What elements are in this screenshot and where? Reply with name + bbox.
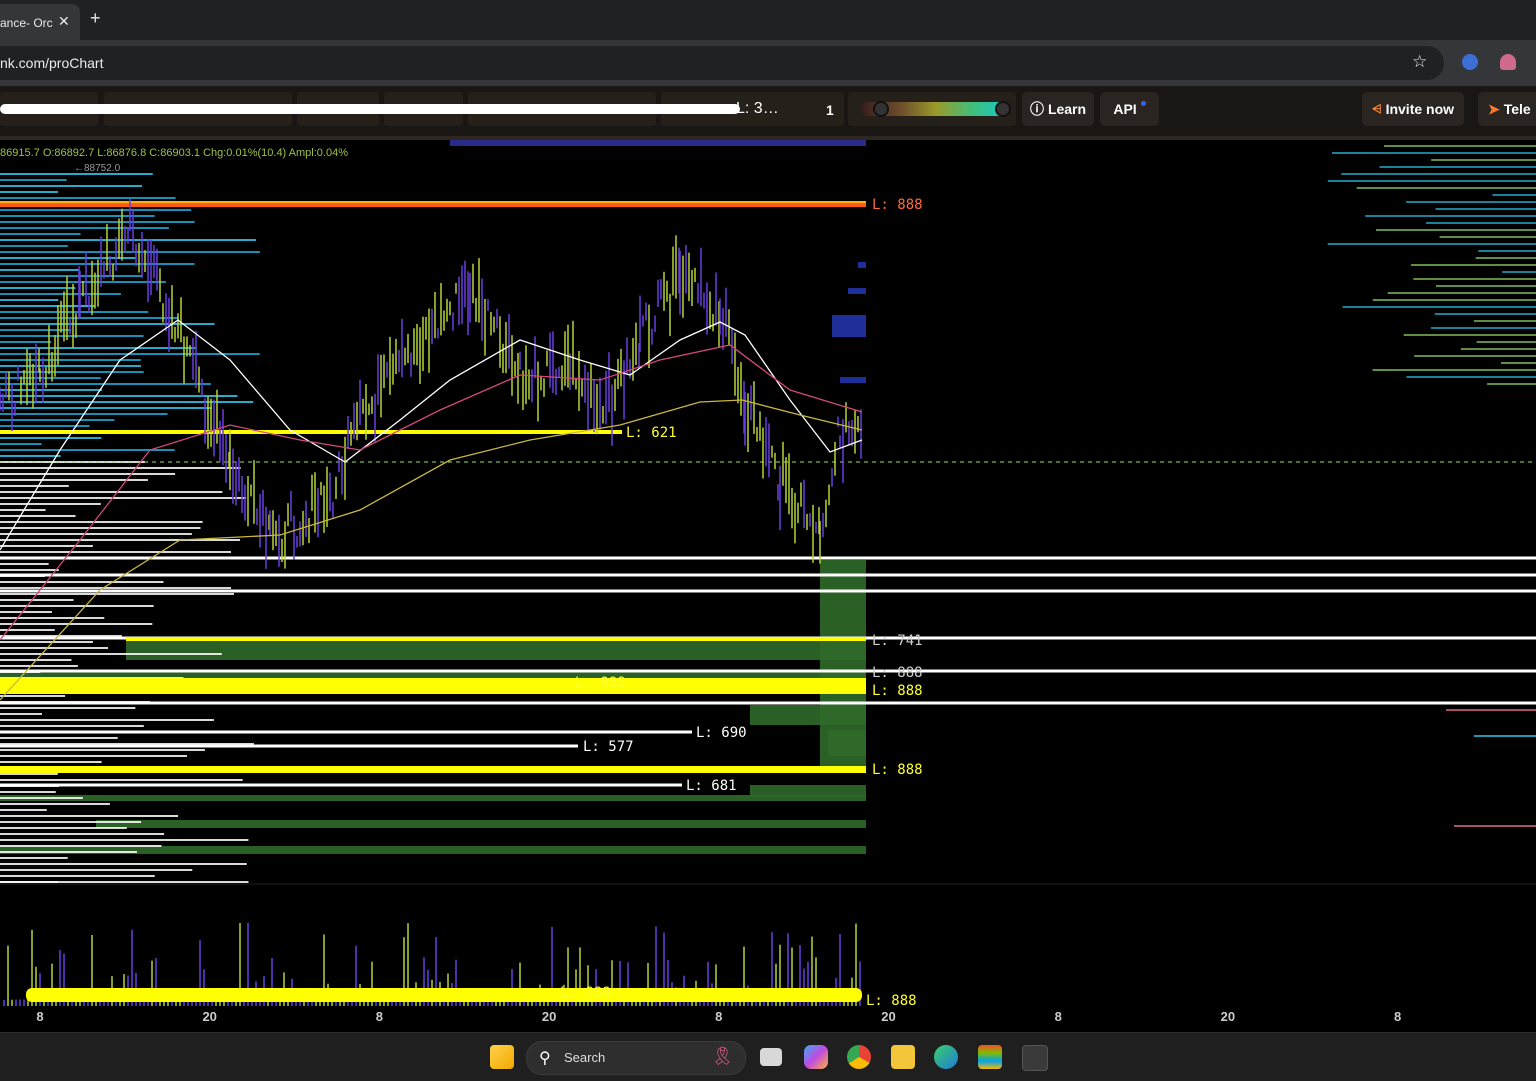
copilot-icon[interactable] <box>804 1045 828 1069</box>
chrome-icon[interactable] <box>847 1045 871 1069</box>
search-placeholder: Search <box>564 1050 606 1065</box>
pink-ribbon-icon: 🎗 <box>711 1046 734 1066</box>
omnibox[interactable]: nk.com/proChart ☆ <box>0 46 1444 80</box>
moving-averages <box>0 319 863 701</box>
x-axis-tick-label: 8 <box>715 1009 722 1024</box>
api-button[interactable]: API <box>1100 92 1159 126</box>
store-icon[interactable] <box>978 1045 1002 1069</box>
address-bar: nk.com/proChart ☆ <box>0 40 1536 86</box>
level-label: L: 888 <box>872 197 923 213</box>
volume-yellow-band <box>26 988 862 1002</box>
scrambled-level-label: L: 3… <box>736 100 779 117</box>
blue-order-block <box>848 288 866 294</box>
volume-profile-left <box>0 173 260 883</box>
ohlc-readout: 86915.7 O:86892.7 L:86876.8 C:86903.1 Ch… <box>0 147 348 159</box>
telegram-icon: ➤ <box>1488 100 1500 117</box>
x-axis-tick-label: 8 <box>376 1009 383 1024</box>
green-liquidity-zone <box>0 795 866 801</box>
opacity-slider[interactable] <box>862 101 1011 117</box>
low-marker-label: ←88752.0 <box>74 163 121 174</box>
price-chart[interactable]: L: 888 L: 621 L: 741 L: 888 L: 888 L: 888 L: 6… <box>0 140 1536 1032</box>
api-label: API <box>1113 101 1137 117</box>
yellow-level-band <box>0 766 866 773</box>
level-label: L: 888 <box>866 993 917 1009</box>
bookmark-star-icon[interactable]: ☆ <box>1412 52 1428 71</box>
url-text[interactable]: nk.com/proChart <box>0 55 104 71</box>
interval-value[interactable]: 1 <box>826 102 834 118</box>
x-axis-tick-label: 20 <box>1221 1009 1235 1024</box>
level-label: L: 888 <box>872 683 923 699</box>
x-axis-tick-label: 8 <box>36 1009 43 1024</box>
green-liquidity-zone <box>126 638 866 660</box>
vscode-icon[interactable] <box>1022 1045 1048 1071</box>
new-tab-button[interactable]: + <box>90 8 101 28</box>
level-label: L: 741 <box>872 633 923 649</box>
level-label: L: 681 <box>686 778 737 794</box>
level-label: L: 888 <box>872 762 923 778</box>
file-explorer-icon[interactable] <box>891 1045 915 1069</box>
candlesticks <box>0 199 862 569</box>
extension-fox-icon[interactable] <box>1462 54 1478 70</box>
active-tab[interactable]: ance- Orc ✕ <box>0 4 80 40</box>
notification-dot <box>1140 100 1146 106</box>
learn-label: Learn <box>1047 101 1087 117</box>
volume-bars <box>3 922 862 1006</box>
blue-order-block <box>858 262 866 268</box>
level-label: L: 888 <box>872 665 923 681</box>
yellow-level-band <box>0 678 866 694</box>
top-order-strip <box>450 140 866 146</box>
tab-title: ance- Orc <box>0 16 53 30</box>
search-icon: ⚲ <box>539 1050 551 1067</box>
level-label: L: 690 <box>696 725 747 741</box>
browser-tab-bar: ance- Orc ✕ + <box>0 0 1536 40</box>
level-label: L: 888 <box>560 985 611 1001</box>
help-circle-icon: ⓘ <box>1029 101 1044 117</box>
level-label: L: 577 <box>583 739 634 755</box>
share-icon: ⩤ <box>1371 101 1382 116</box>
ema-fast-line <box>0 319 863 551</box>
windows-taskbar: ⚲ Search 🎗 <box>0 1032 1536 1081</box>
volume-profile-right <box>1327 145 1536 827</box>
invite-label: Invite now <box>1385 101 1455 117</box>
ema-slow-line <box>0 399 863 701</box>
edge-icon[interactable] <box>934 1045 958 1069</box>
x-axis-tick-label: 8 <box>1394 1009 1401 1024</box>
green-liquidity-zone <box>96 820 866 828</box>
taskbar-search[interactable]: ⚲ Search 🎗 <box>526 1041 746 1075</box>
green-liquidity-zone <box>750 785 866 797</box>
green-liquidity-zone <box>750 705 866 725</box>
task-view-icon[interactable] <box>760 1048 782 1066</box>
x-axis-tick-label: 8 <box>1055 1009 1062 1024</box>
green-liquidity-zone <box>828 730 866 756</box>
x-axis-tick-label: 20 <box>202 1009 216 1024</box>
x-axis-tick-label: 20 <box>881 1009 895 1024</box>
green-liquidity-zone <box>0 846 866 854</box>
x-axis-tick-label: 20 <box>542 1009 556 1024</box>
blue-order-block <box>832 315 866 337</box>
level-labels: L: 888 L: 621 L: 741 L: 888 L: 888 L: 888 L: 6… <box>560 197 923 1009</box>
extension-ghost-icon[interactable] <box>1500 54 1516 70</box>
close-icon[interactable]: ✕ <box>58 13 70 29</box>
slider-left-handle[interactable] <box>873 101 890 117</box>
level-label: L: 621 <box>626 425 677 441</box>
windows-start-icon[interactable] <box>490 1045 514 1069</box>
telegram-label: Tele <box>1503 101 1531 117</box>
liquidity-levels <box>0 201 1536 885</box>
redacted-bar <box>0 104 740 114</box>
slider-right-handle[interactable] <box>994 101 1011 117</box>
level-label: L: 888 <box>575 675 626 691</box>
ema-mid-line <box>0 344 863 641</box>
x-axis-ticks: 8 20 8 20 8 20 8 20 8 <box>36 1009 1401 1024</box>
blue-order-block <box>840 377 866 383</box>
invite-button[interactable]: ⩤ Invite now <box>1362 92 1464 126</box>
learn-button[interactable]: ⓘ Learn <box>1022 92 1094 126</box>
telegram-button[interactable]: ➤ Tele <box>1478 92 1536 126</box>
